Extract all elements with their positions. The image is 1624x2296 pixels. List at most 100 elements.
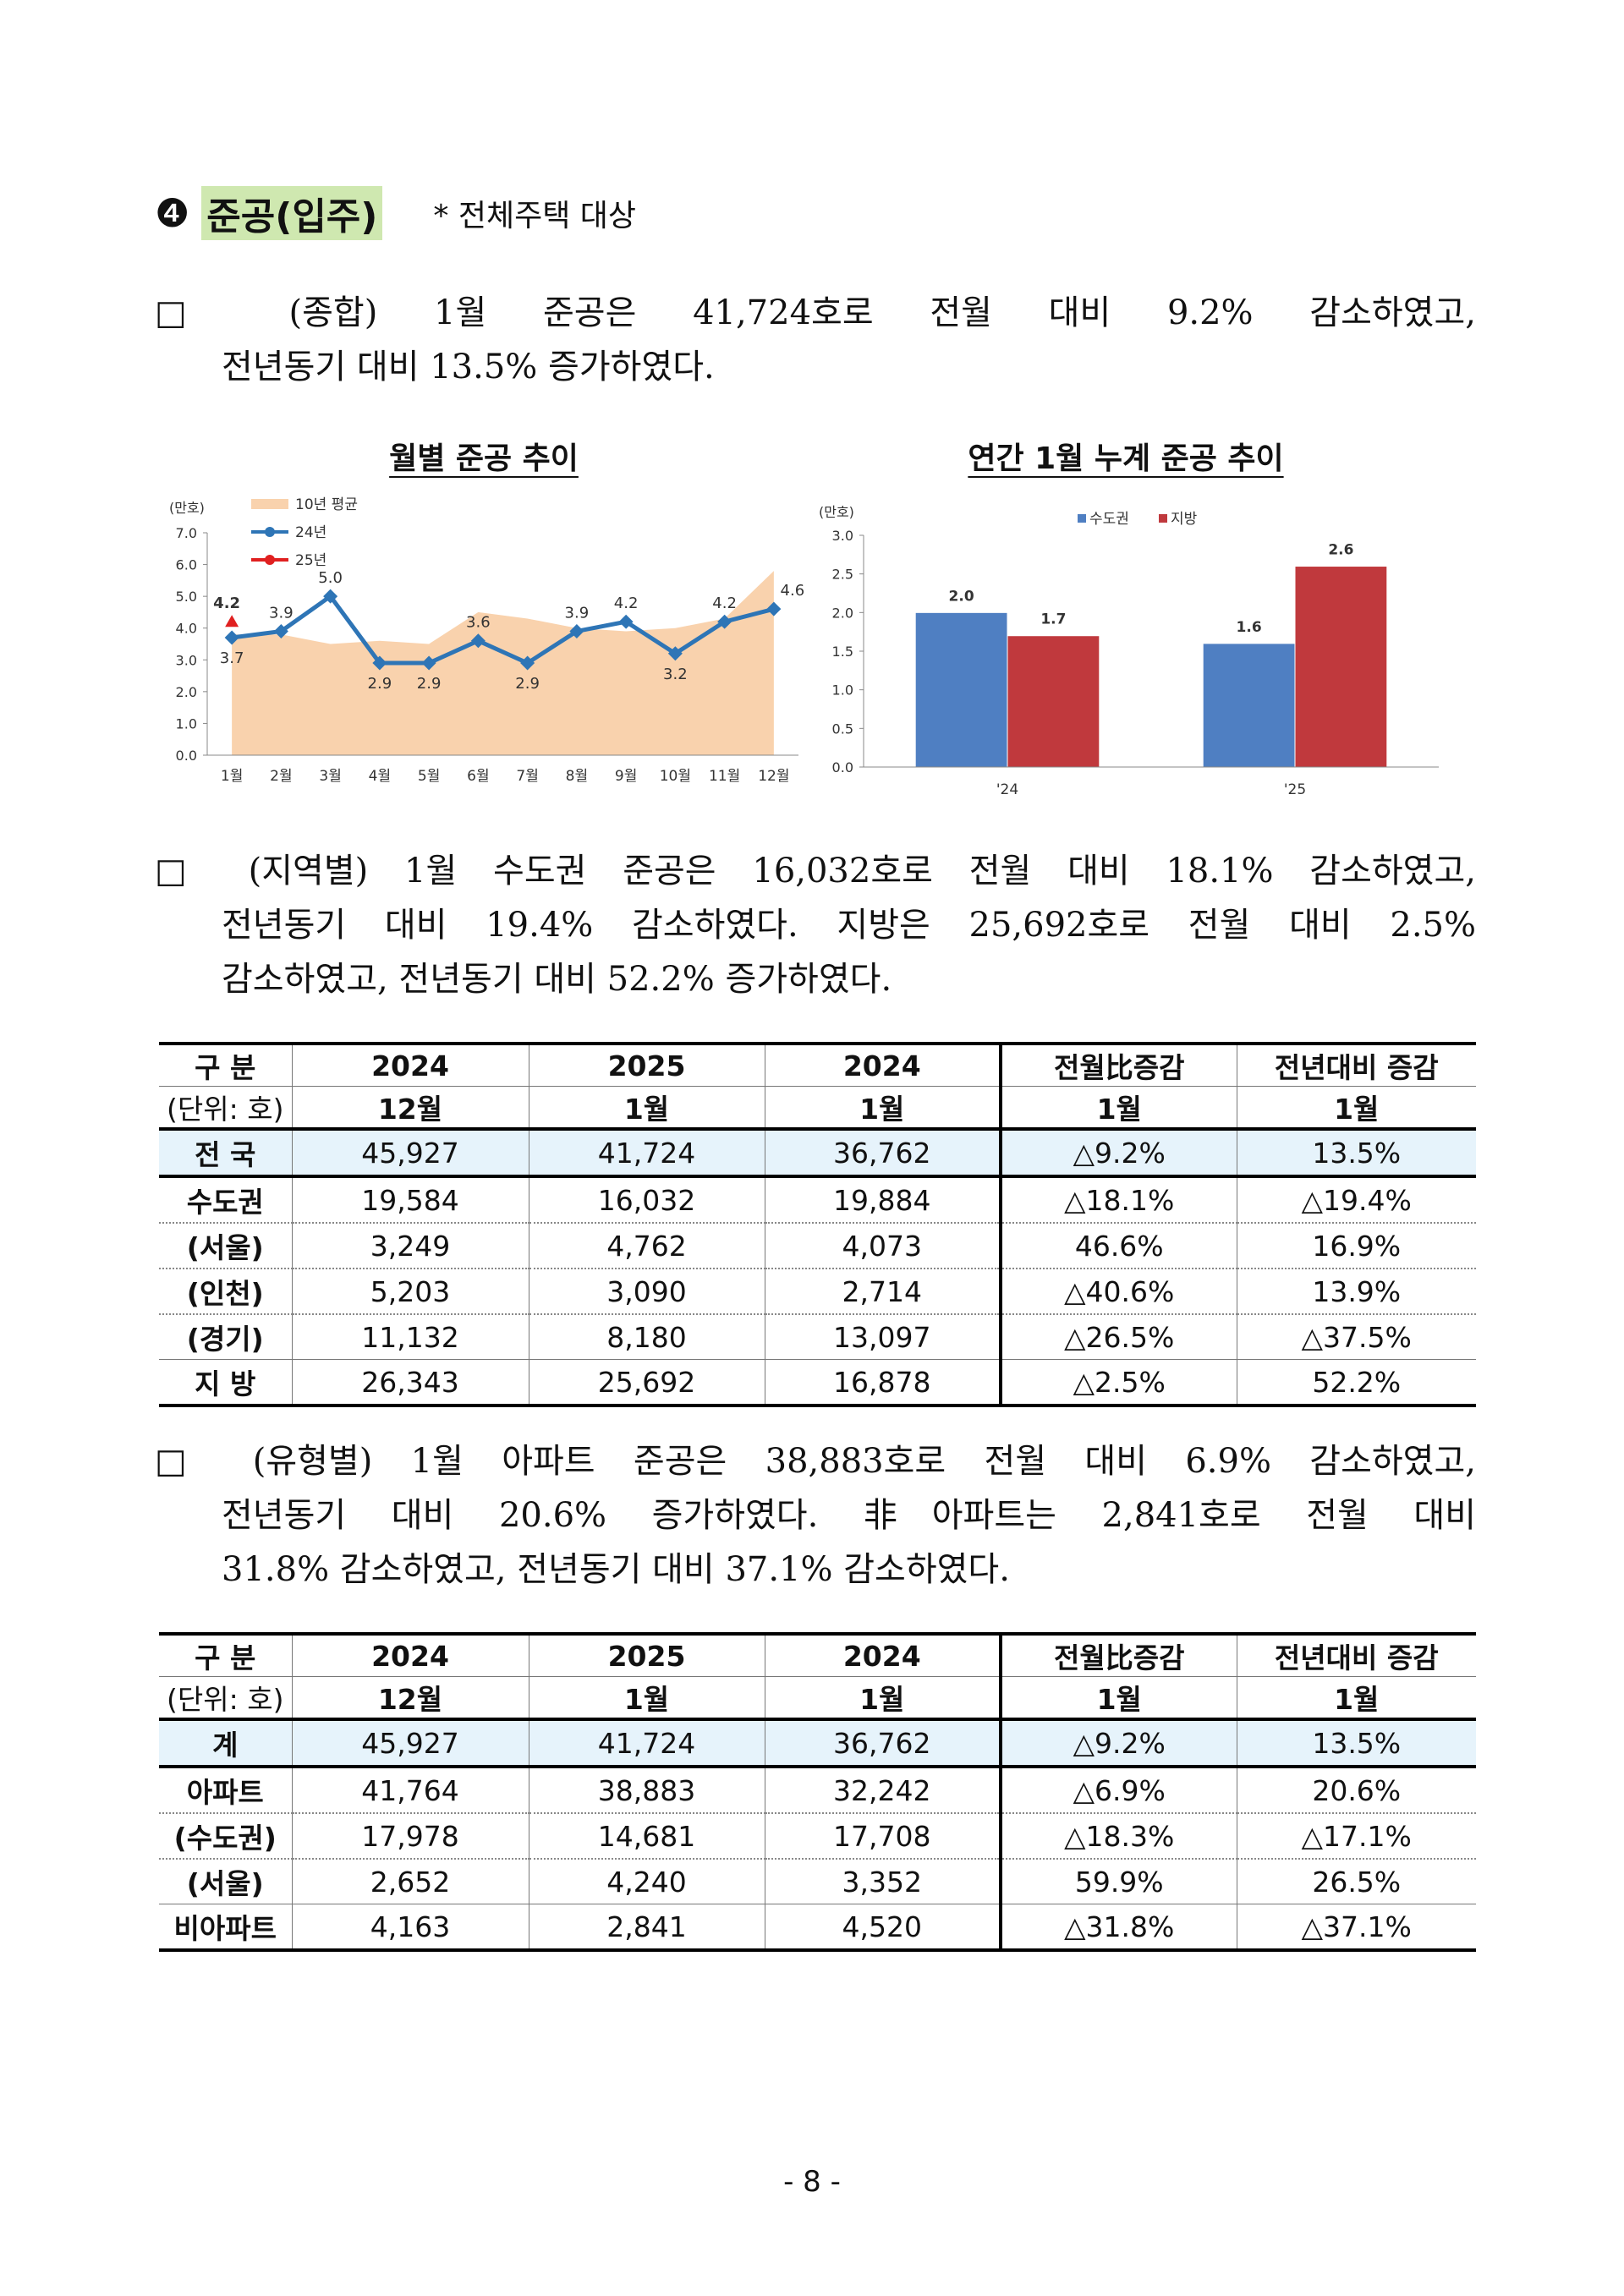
legend-swatch: [265, 527, 275, 537]
table-row: (서울) 2,652 4,240 3,352 59.9% 26.5%: [159, 1858, 1476, 1904]
bar: [914, 611, 1008, 768]
table-cell: 2024: [291, 1042, 529, 1087]
table-cell: 2025: [528, 1042, 765, 1087]
x-tick-label: 11월: [709, 768, 740, 785]
table-cell: 13.5%: [1236, 1718, 1476, 1768]
table-cell: 전년대비 증감: [1236, 1632, 1476, 1677]
table-cell: 5,203: [291, 1268, 529, 1314]
legend-label: 수도권: [1089, 511, 1129, 528]
data-label: 1.6: [1237, 619, 1262, 636]
table-cell: (인천): [159, 1268, 292, 1314]
table-cell: 41,724: [528, 1127, 765, 1178]
y-tick-label: 2.0: [176, 684, 197, 700]
marker: [766, 601, 782, 616]
table-cell: 41,764: [291, 1766, 529, 1813]
axis-unit: (만호): [819, 504, 854, 520]
marker: [520, 655, 535, 671]
x-tick-label: '25: [1284, 781, 1306, 798]
table-cell: 17,708: [764, 1812, 1001, 1859]
table-row: 아파트 41,764 38,883 32,242 △6.9% 20.6%: [159, 1766, 1476, 1813]
table-row: (경기) 11,132 8,180 13,097 △26.5% △37.5%: [159, 1313, 1476, 1360]
table-cell: △37.5%: [1236, 1313, 1476, 1360]
table-cell: △26.5%: [999, 1313, 1237, 1360]
table-cell: 4,520: [764, 1904, 1001, 1952]
area: [232, 571, 774, 755]
header-row: 구 분 2024 2025 2024 전월比증감 전년대비 증감: [159, 1632, 1476, 1677]
table-cell: 구 분: [159, 1042, 292, 1087]
data-label: 3.9: [565, 604, 590, 622]
table-cell: △40.6%: [999, 1268, 1237, 1314]
table-cell: 38,883: [528, 1766, 765, 1813]
table-cell: 26.5%: [1236, 1858, 1476, 1904]
y-tick-label: 3.0: [176, 652, 197, 668]
bar: [1007, 635, 1100, 768]
table-cell: △9.2%: [999, 1127, 1237, 1178]
table-cell: 전 국: [159, 1127, 292, 1178]
x-tick-label: 10월: [660, 768, 691, 785]
y-tick-label: 5.0: [176, 589, 197, 605]
legend-swatch: [251, 499, 288, 509]
table-cell: 26,343: [291, 1359, 529, 1407]
table-cell: 41,724: [528, 1718, 765, 1768]
table-row: 지 방 26,343 25,692 16,878 △2.5% 52.2%: [159, 1359, 1476, 1407]
table-cell: 비아파트: [159, 1904, 292, 1952]
table-cell: 4,073: [764, 1222, 1001, 1269]
table-cell: 12월: [291, 1086, 529, 1129]
table-cell: 2025: [528, 1632, 765, 1677]
section-number: ❹: [155, 190, 190, 236]
table-cell: 계: [159, 1718, 292, 1768]
table-cell: 16,032: [528, 1175, 765, 1223]
header-row: (단위: 호) 12월 1월 1월 1월 1월: [159, 1086, 1476, 1129]
data-label: 2.9: [368, 675, 392, 693]
table-cell: △37.1%: [1236, 1904, 1476, 1952]
table-cell: 13.9%: [1236, 1268, 1476, 1314]
header-row: (단위: 호) 12월 1월 1월 1월 1월: [159, 1676, 1476, 1719]
y-tick-label: 0.0: [832, 759, 853, 775]
table-cell: 1월: [764, 1086, 1001, 1129]
table-cell: 13.5%: [1236, 1127, 1476, 1178]
table-cell: 45,927: [291, 1718, 529, 1768]
bar: [1294, 566, 1388, 768]
x-tick-label: 3월: [319, 768, 341, 785]
table-cell: 지 방: [159, 1359, 292, 1407]
table-cell: 25,692: [528, 1359, 765, 1407]
data-label: 4.2: [614, 595, 639, 612]
x-tick-label: '24: [996, 781, 1018, 798]
data-label: 4.6: [781, 582, 805, 600]
table-cell: 2024: [291, 1632, 529, 1677]
marker: [470, 633, 486, 649]
table-cell: 36,762: [764, 1718, 1001, 1768]
table-row: 수도권 19,584 16,032 19,884 △18.1% △19.4%: [159, 1175, 1476, 1223]
data-label: 5.0: [318, 569, 343, 587]
header-row: 구 분 2024 2025 2024 전월比증감 전년대비 증감: [159, 1042, 1476, 1087]
x-tick-label: 7월: [516, 768, 538, 785]
line: [231, 593, 775, 666]
x-tick-label: 1월: [221, 768, 243, 785]
table-cell: △31.8%: [999, 1904, 1237, 1952]
paragraph-line: 감소하였고, 전년동기 대비 52.2% 증가하였다.: [222, 960, 892, 999]
legend-label: 25년: [295, 552, 326, 569]
y-tick-label: 7.0: [176, 525, 197, 541]
table-cell: 2,652: [291, 1858, 529, 1904]
paragraph-line: □ (종합) 1월 준공은 41,724호로 전월 대비 9.2% 감소하였고,: [155, 293, 1476, 332]
table-cell: 45,927: [291, 1127, 529, 1178]
data-label: 2.9: [515, 675, 540, 693]
table-cell: 3,090: [528, 1268, 765, 1314]
table-cell: △18.1%: [999, 1175, 1237, 1223]
table-row: 비아파트 4,163 2,841 4,520 △31.8% △37.1%: [159, 1904, 1476, 1952]
table-cell: 전년대비 증감: [1236, 1042, 1476, 1087]
paragraph-line: □ (지역별) 1월 수도권 준공은 16,032호로 전월 대비 18.1% …: [155, 852, 1476, 890]
y-tick-label: 0.5: [832, 721, 853, 737]
marker: [273, 623, 288, 638]
table-cell: 4,240: [528, 1858, 765, 1904]
data-label: 3.2: [663, 666, 688, 683]
y-tick-label: 6.0: [176, 557, 197, 573]
table-cell: 3,352: [764, 1858, 1001, 1904]
table-cell: 2024: [764, 1042, 1001, 1087]
y-tick-label: 2.0: [832, 605, 853, 621]
y-tick-label: 4.0: [176, 621, 197, 637]
table-cell: 32,242: [764, 1766, 1001, 1813]
table-cell: 11,132: [291, 1313, 529, 1360]
legend-label: 10년 평균: [295, 496, 358, 513]
paragraph-line: 전년동기 대비 13.5% 증가하였다.: [222, 348, 715, 386]
